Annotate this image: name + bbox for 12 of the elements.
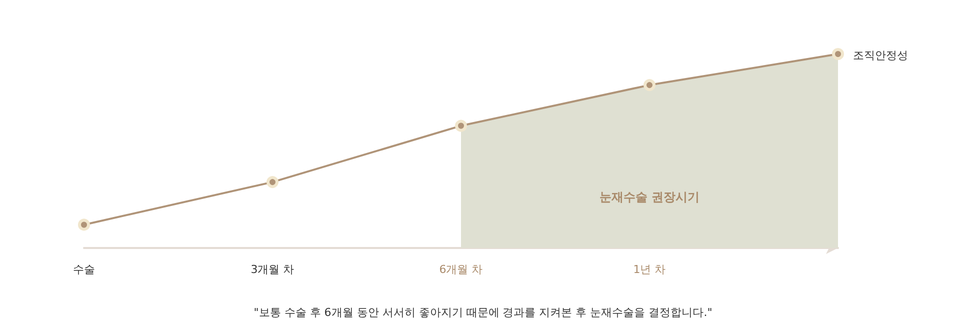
x-tick-label: 수술: [73, 263, 95, 276]
x-tick-label: 6개월 차: [439, 263, 483, 276]
text: "보통 수술 후 6개월 동안 서서히 좋아지기 때문에 경과를 지켜본 후 눈재수술을 결정합니다.": [254, 306, 712, 319]
y-axis-title: 조직안정성: [853, 49, 908, 62]
point: [78, 218, 90, 231]
x-tick-label: 1년 차: [633, 263, 666, 276]
point: [266, 176, 278, 188]
point: [832, 48, 844, 60]
point: [455, 120, 467, 132]
x-tick-label: 3개월 차: [250, 263, 294, 276]
series-label: 눈재수술 권장시기: [599, 190, 700, 204]
point: [644, 79, 656, 92]
